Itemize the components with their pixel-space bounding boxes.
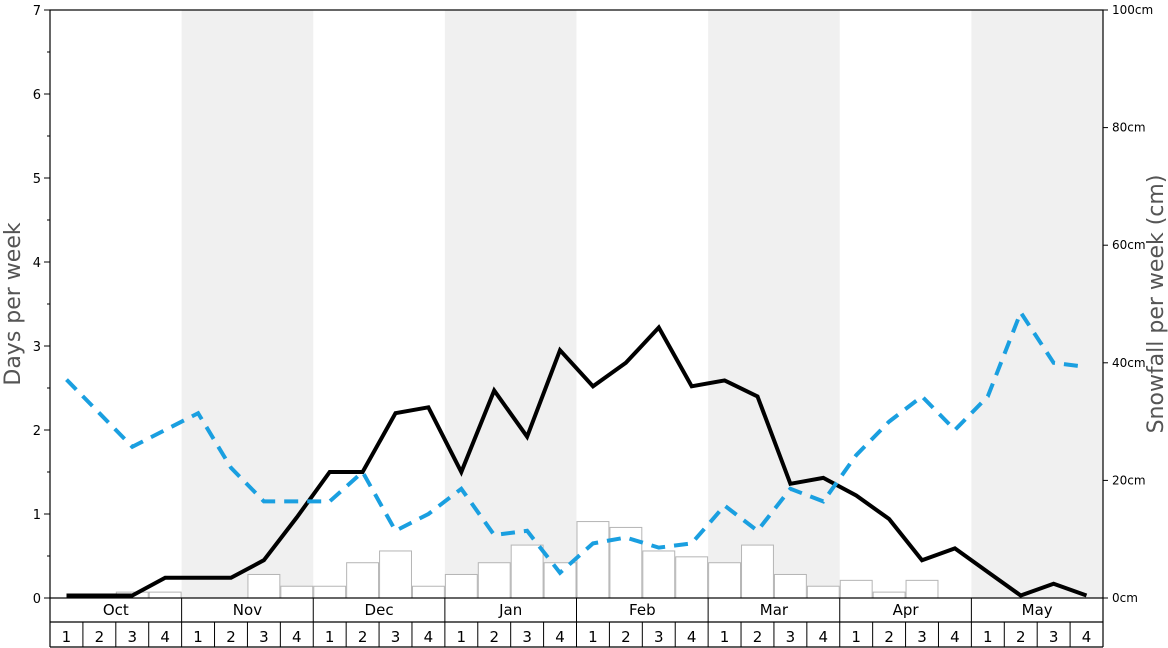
snowfall-bar: [148, 591, 182, 599]
left-tick-label: 2: [33, 424, 41, 439]
month-shade-nov: [181, 10, 314, 598]
lines-layer: [65, 308, 1088, 598]
week-label: 4: [555, 628, 565, 646]
snowfall-bar: [379, 550, 412, 599]
week-label: 3: [917, 628, 927, 646]
month-shade-may: [971, 10, 1103, 598]
right-tick-label: 100cm: [1112, 3, 1153, 17]
week-label: 3: [127, 628, 137, 646]
snowfall-bar: [477, 562, 511, 599]
week-label: 4: [424, 628, 434, 646]
dashed-line: [65, 308, 1087, 576]
left-axis: 0 1 2 3 4 5 6 7: [33, 4, 50, 607]
month-shade-jan: [444, 10, 577, 598]
right-tick-label: 0cm: [1112, 591, 1138, 605]
week-label: 2: [489, 628, 499, 646]
snowfall-bar: [280, 585, 314, 599]
right-tick-label: 60cm: [1112, 238, 1146, 252]
snowfall-bar: [872, 591, 906, 599]
week-label: 4: [819, 628, 829, 646]
week-label: 2: [95, 628, 105, 646]
week-label: 2: [621, 628, 631, 646]
solid-line: [66, 324, 1088, 598]
snowfall-bar: [247, 573, 281, 599]
week-label: 1: [457, 628, 467, 646]
snowfall-bar: [708, 562, 742, 599]
snowfall-bar: [510, 544, 544, 599]
week-label: 2: [884, 628, 894, 646]
week-label: 2: [1016, 628, 1026, 646]
left-tick-label: 1: [33, 508, 41, 523]
week-label: 1: [588, 628, 598, 646]
month-label-apr: Apr: [893, 601, 920, 619]
month-label-dec: Dec: [365, 601, 394, 619]
month-label-jan: Jan: [498, 601, 522, 619]
right-tick-label: 80cm: [1112, 121, 1146, 135]
snowfall-bar: [905, 579, 939, 599]
right-tick-label: 40cm: [1112, 356, 1146, 370]
week-label: 1: [325, 628, 335, 646]
month-shading-layer: [181, 10, 1103, 598]
week-label: 3: [654, 628, 664, 646]
week-label: 1: [851, 628, 861, 646]
snowfall-bar: [806, 585, 840, 599]
snowfall-bar: [675, 556, 709, 599]
right-tick-label: 20cm: [1112, 473, 1146, 487]
left-axis-title: Days per week: [1, 222, 26, 385]
snowfall-bar: [313, 585, 347, 599]
week-label: 2: [358, 628, 368, 646]
snowfall-bar: [411, 585, 445, 599]
week-label: 2: [226, 628, 236, 646]
week-label: 1: [983, 628, 993, 646]
right-axis-title: Snowfall per week (cm): [1144, 175, 1168, 434]
week-label: 3: [259, 628, 269, 646]
week-label: 3: [391, 628, 401, 646]
left-tick-label: 3: [33, 340, 41, 355]
month-label-oct: Oct: [103, 601, 129, 619]
week-label: 2: [753, 628, 763, 646]
snowfall-bar: [741, 544, 774, 599]
month-label-nov: Nov: [233, 601, 262, 619]
left-tick-label: 7: [33, 4, 41, 19]
week-label: 3: [1049, 628, 1059, 646]
left-tick-label: 4: [33, 256, 41, 271]
snowfall-bar: [642, 550, 676, 599]
week-label: 1: [193, 628, 203, 646]
snowfall-bar: [576, 521, 610, 599]
snowfall-bar: [444, 573, 478, 599]
snowfall-bar: [773, 573, 807, 599]
snowfall-bar: [346, 562, 380, 599]
left-tick-label: 0: [33, 592, 41, 607]
week-label: 4: [687, 628, 697, 646]
week-label: 4: [950, 628, 960, 646]
week-label: 1: [62, 628, 72, 646]
left-tick-label: 5: [33, 172, 41, 187]
month-label-may: May: [1022, 601, 1053, 619]
week-label: 1: [720, 628, 730, 646]
month-label-feb: Feb: [629, 601, 656, 619]
x-axis-table: Oct 1 2 3 4 Nov 1 2 3 4 Dec 1 2 3 4 Jan 1 2 3 4 Feb 1 2 3 4 Mar 1 2…: [49, 598, 1104, 648]
week-label: 3: [786, 628, 796, 646]
month-label-mar: Mar: [760, 601, 789, 619]
week-label: 4: [292, 628, 302, 646]
snowfall-bar: [839, 579, 873, 599]
week-label: 4: [160, 628, 170, 646]
right-axis: 0cm 20cm 40cm 60cm 80cm 100cm: [1103, 3, 1153, 605]
snowfall-bar: [543, 562, 577, 599]
left-tick-label: 6: [33, 88, 41, 103]
week-label: 4: [1082, 628, 1092, 646]
week-label: 3: [522, 628, 532, 646]
